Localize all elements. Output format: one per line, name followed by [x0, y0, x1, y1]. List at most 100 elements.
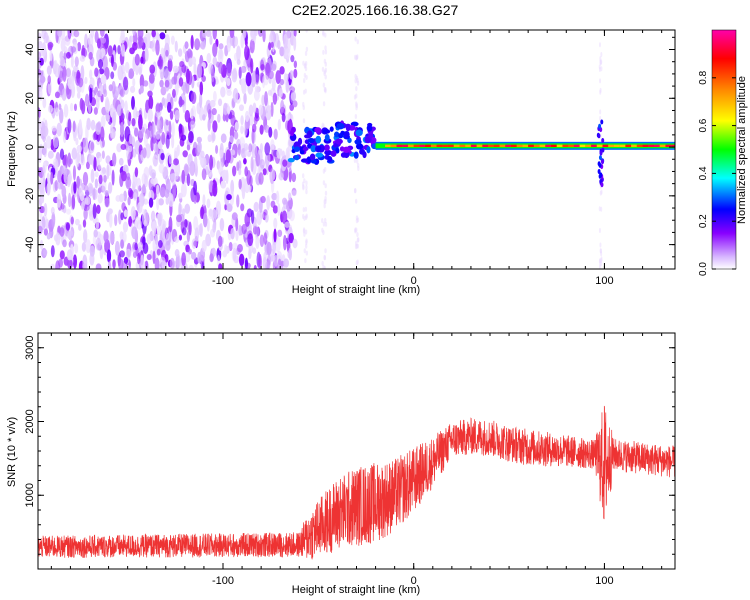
- heatmap-cell: [172, 88, 176, 99]
- heatmap-cell: [323, 255, 327, 261]
- heatmap-cell: [184, 41, 189, 49]
- heatmap-cell: [229, 30, 235, 39]
- heatmap-cell: [596, 144, 603, 148]
- heatmap-cell: [366, 124, 373, 132]
- heatmap-cell: [122, 221, 129, 233]
- heatmap-cell: [267, 89, 273, 96]
- heatmap-cell: [212, 30, 217, 40]
- heatmap-cell: [124, 100, 128, 114]
- heatmap-cell: [54, 107, 60, 117]
- heatmap-cell: [106, 164, 110, 180]
- heatmap-cell: [251, 123, 257, 133]
- heatmap-cell: [197, 141, 202, 153]
- heatmap-cell: [598, 123, 602, 129]
- heatmap-cell: [73, 181, 77, 194]
- heatmap-cell: [184, 203, 191, 214]
- heatmap-cell: [289, 86, 296, 93]
- heatmap-cell: [136, 177, 142, 193]
- heatmap-cell: [221, 180, 225, 188]
- heatmap-cell: [579, 144, 586, 148]
- heatmap-cell: [568, 144, 574, 148]
- heatmap-cell: [94, 171, 99, 178]
- heatmap-cell: [187, 153, 193, 167]
- heatmap-cell: [322, 82, 326, 88]
- heatmap-cell: [152, 122, 156, 138]
- heatmap-cell: [199, 222, 203, 237]
- heatmap-cell: [128, 134, 133, 145]
- heatmap-cell: [63, 170, 68, 184]
- heatmap-cell: [211, 108, 217, 116]
- heatmap-cell: [119, 121, 124, 137]
- heatmap-cell: [335, 147, 340, 154]
- heatmap-cell: [127, 196, 131, 206]
- heatmap-cell: [354, 113, 358, 119]
- heatmap-cell: [142, 236, 146, 246]
- heatmap-cell: [123, 256, 129, 264]
- heatmap-cell: [97, 59, 104, 69]
- heatmap-cell: [168, 153, 172, 165]
- heatmap-cell: [271, 192, 278, 201]
- heatmap-cell: [654, 144, 660, 148]
- heatmap-cell: [257, 30, 264, 37]
- heatmap-cell: [599, 56, 602, 62]
- heatmap-cell: [172, 65, 179, 74]
- heatmap-cell: [385, 144, 391, 148]
- heatmap-cell: [50, 171, 54, 185]
- heatmap-cell: [118, 193, 125, 203]
- heatmap-cell: [123, 209, 128, 218]
- heatmap-cell: [138, 36, 144, 47]
- heatmap-cell: [277, 203, 281, 216]
- snr-series-line: [38, 405, 675, 560]
- heatmap-cell: [67, 152, 72, 168]
- heatmap-cell: [149, 64, 156, 74]
- heatmap-cell: [121, 64, 125, 75]
- heatmap-cell: [212, 56, 218, 66]
- heatmap-cell: [104, 190, 109, 197]
- heatmap-cell: [184, 110, 191, 123]
- heatmap-cell: [78, 77, 84, 88]
- heatmap-cell: [302, 146, 309, 152]
- heatmap-cell: [59, 148, 65, 160]
- heatmap-cell: [307, 137, 315, 144]
- heatmap-cell: [190, 108, 194, 120]
- heatmap-cell: [601, 137, 605, 143]
- heatmap-cell: [58, 108, 64, 124]
- heatmap-cell: [305, 239, 308, 245]
- heatmap-cell: [63, 103, 69, 118]
- heatmap-cell: [144, 211, 149, 227]
- heatmap-cell: [599, 78, 602, 84]
- heatmap-cell: [206, 198, 211, 209]
- heatmap-cell: [114, 214, 118, 227]
- heatmap-cell: [465, 144, 471, 148]
- heatmap-cell: [302, 89, 306, 95]
- heatmap-cell: [283, 72, 287, 85]
- heatmap-cell: [207, 118, 211, 132]
- heatmap-cell: [129, 47, 135, 55]
- heatmap-cell: [105, 155, 111, 164]
- heatmap-cell: [304, 229, 308, 235]
- heatmap-cell: [178, 192, 183, 199]
- heatmap-cell: [81, 47, 88, 58]
- heatmap-cell: [159, 32, 166, 40]
- heatmap-cell: [390, 144, 397, 148]
- heatmap-cell: [41, 122, 45, 137]
- x-tick-label: 0: [411, 575, 417, 587]
- heatmap-cell: [143, 133, 148, 147]
- heatmap-cell: [84, 196, 91, 206]
- heatmap-cell: [132, 77, 136, 87]
- heatmap-cell: [277, 118, 282, 131]
- heatmap-cell: [208, 109, 212, 120]
- heatmap-cell: [70, 46, 77, 53]
- heatmap-cell: [233, 52, 238, 61]
- heatmap-cell: [209, 253, 214, 263]
- heatmap-cell: [425, 144, 431, 148]
- heatmap-cell: [109, 231, 115, 245]
- heatmap-cell: [282, 159, 288, 167]
- heatmap-cell: [151, 30, 156, 38]
- heatmap-cell: [164, 34, 170, 48]
- heatmap-cell: [533, 144, 540, 148]
- heatmap-cell: [200, 150, 205, 159]
- heatmap-cell: [243, 143, 249, 151]
- heatmap-cell: [107, 45, 113, 57]
